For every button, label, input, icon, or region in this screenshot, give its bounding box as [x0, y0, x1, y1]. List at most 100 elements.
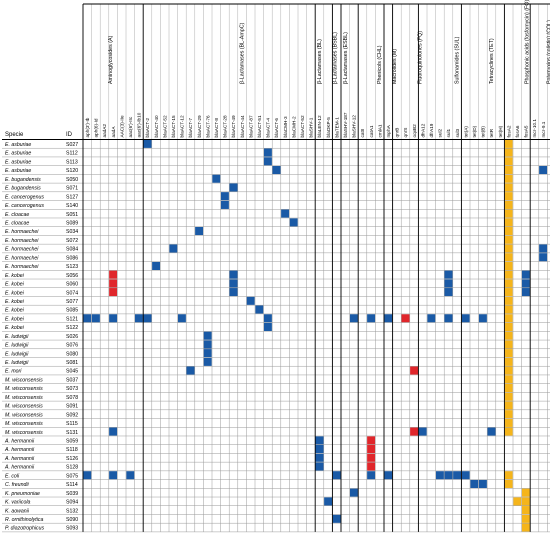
- heatmap-cell-blue: [384, 314, 393, 323]
- column-gene-label: qnrB: [395, 128, 400, 138]
- heatmap-cell-blue: [229, 279, 238, 288]
- row-id-label: S114: [66, 482, 78, 488]
- column-gene-label: fosA2: [506, 125, 511, 137]
- heatmap-cell-blue: [229, 270, 238, 279]
- column-gene-label: qnrS: [403, 128, 408, 138]
- heatmap-cell-orange: [504, 418, 513, 427]
- row-species-label: C. freundii: [5, 482, 29, 488]
- row-id-label: S091: [66, 404, 78, 410]
- column-gene-label: blaACT-15: [171, 115, 176, 138]
- heatmap-cell-orange: [504, 392, 513, 401]
- row-species-label: E. asburiae: [5, 142, 31, 148]
- row-species-label: K. variicola: [5, 500, 30, 506]
- column-gene-label: blaACT-44: [240, 115, 245, 138]
- heatmap-cell-orange: [504, 401, 513, 410]
- heatmap-cell-blue: [315, 453, 324, 462]
- row-id-label: S037: [66, 377, 78, 383]
- column-gene-label: blaACT-52: [300, 115, 305, 138]
- heatmap-cell-blue: [272, 165, 281, 175]
- row-id-label: S051: [66, 212, 78, 218]
- heatmap-cell-red: [401, 314, 410, 323]
- column-gene-label: aadA2: [102, 124, 107, 138]
- column-gene-label: mcr-9.1: [541, 121, 546, 137]
- heatmap-cell-blue: [177, 314, 186, 323]
- row-id-label: S090: [66, 517, 78, 523]
- row-id-label: S027: [66, 142, 78, 148]
- heatmap-cell-blue: [143, 314, 152, 323]
- heatmap-cell-blue: [203, 349, 212, 358]
- heatmap-cell-blue: [332, 471, 341, 480]
- row-species-label: A. hermannii: [4, 465, 35, 471]
- heatmap-cell-blue: [487, 427, 496, 436]
- row-species-label: E. ludwigii: [5, 351, 29, 357]
- column-gene-label: blaTEM-1: [334, 117, 339, 138]
- column-gene-label: blaACT-28: [223, 115, 228, 138]
- heatmap-cell-blue: [521, 288, 530, 297]
- heatmap-cell-blue: [109, 471, 118, 480]
- row-species-label: E. kobei: [5, 308, 25, 314]
- row-species-label: A. hermannii: [4, 456, 35, 462]
- heatmap-cell-blue: [281, 209, 290, 218]
- row-species-label: E. hormaechei: [5, 247, 39, 253]
- column-gene-label: fosA5: [524, 125, 529, 137]
- heatmap-cell-orange: [504, 183, 513, 192]
- column-gene-label: aac(6')-Ib10: [137, 112, 142, 137]
- heatmap-cell-orange: [504, 227, 513, 236]
- heatmap-cell-blue: [169, 244, 178, 253]
- row-id-label: S073: [66, 386, 78, 392]
- heatmap-cell-blue: [427, 314, 436, 323]
- heatmap-cell-blue: [134, 314, 143, 323]
- heatmap-cell-red: [410, 366, 419, 375]
- heatmap-cell-orange: [504, 261, 513, 270]
- row-id-label: S050: [66, 177, 78, 183]
- group-label: Aminoglycosides (A): [108, 35, 114, 84]
- column-gene-label: blaACT-6: [274, 118, 279, 138]
- row-species-label: M. wisconsensis: [5, 430, 43, 436]
- row-species-label: E. coli: [5, 473, 20, 479]
- column-labels: aph(3')-Ib aph(6)-Id aadA2 aadA AAC(3)-IIe aa…: [85, 112, 550, 137]
- row-id-label: S060: [66, 282, 78, 288]
- row-species-label: E. hormaechei: [5, 229, 39, 235]
- row-id-label: S093: [66, 526, 78, 532]
- column-gene-label: mcr-10.1: [532, 119, 537, 138]
- heatmap-cell-orange: [504, 314, 513, 323]
- grid-lines: [2, 3, 550, 533]
- row-id-label: S085: [66, 308, 78, 314]
- column-gene-label: aac(6')-IIc: [128, 116, 133, 137]
- row-species-label: E. kobei: [5, 273, 25, 279]
- row-species-label: M. wisconsensis: [5, 404, 43, 410]
- row-species-label: E. mori: [5, 369, 22, 375]
- group-label: Phenicols (CHL): [377, 45, 383, 84]
- column-gene-label: dfrA12: [420, 123, 425, 137]
- row-id-label: S115: [66, 421, 78, 427]
- heatmap-cell-orange: [504, 296, 513, 305]
- heatmap-cell-blue: [229, 288, 238, 297]
- heatmap-cell-red: [109, 279, 118, 288]
- heatmap-cell-blue: [539, 165, 548, 175]
- heatmap-cells: [83, 139, 548, 532]
- column-gene-label: mphA: [386, 124, 391, 137]
- heatmap-cell-blue: [349, 488, 358, 497]
- heatmap-cell-blue: [418, 427, 427, 436]
- heatmap-cell-blue: [521, 279, 530, 288]
- row-id-label: S092: [66, 412, 78, 418]
- heatmap-cell-orange: [521, 497, 530, 506]
- row-species-label: E. kobei: [5, 290, 25, 296]
- column-gene-label: blaLEN-12: [317, 115, 322, 138]
- heatmap-cell-blue: [478, 314, 487, 323]
- row-id-label: S071: [66, 186, 78, 192]
- row-id-label: S140: [66, 203, 78, 209]
- column-gene-label: blaSHV-1: [309, 117, 314, 137]
- heatmap-cell-blue: [384, 471, 393, 480]
- column-gene-label: blaACT-87: [248, 115, 253, 138]
- heatmap-cell-blue: [229, 183, 238, 192]
- heatmap-cell-orange: [504, 357, 513, 366]
- column-gene-label: blaACT-4: [266, 118, 271, 138]
- heatmap-cell-orange: [504, 165, 513, 175]
- row-species-label: E. kobei: [5, 299, 25, 305]
- row-id-label: S089: [66, 221, 78, 227]
- heatmap-cell-orange: [504, 270, 513, 279]
- heatmap-cell-blue: [263, 148, 272, 157]
- group-label: β-Lactamases (BSBL): [332, 32, 338, 84]
